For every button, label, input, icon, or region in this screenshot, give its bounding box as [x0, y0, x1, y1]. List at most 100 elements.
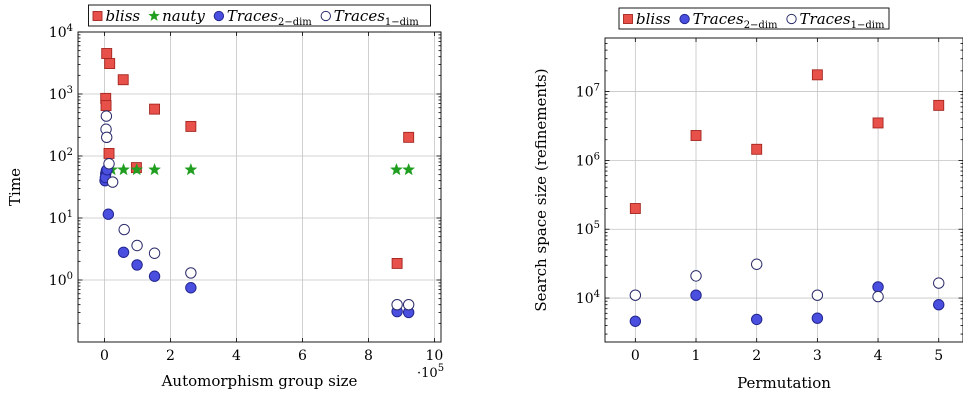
- plot-frame: [604, 37, 963, 343]
- data-point: [402, 298, 415, 311]
- data-point: [872, 281, 884, 293]
- y-tick-label: 104: [576, 289, 600, 307]
- legend-marker: [786, 13, 797, 25]
- data-point: [629, 203, 641, 214]
- x-tick-label: 2: [752, 348, 761, 364]
- x-axis-label: Permutation: [737, 374, 831, 392]
- data-point: [131, 239, 143, 252]
- data-point: [751, 143, 763, 155]
- legend-marker: [679, 13, 690, 25]
- data-point: [690, 270, 702, 282]
- grid-lines: [78, 31, 441, 342]
- data-point: [933, 277, 945, 289]
- data-point: [148, 247, 161, 259]
- data-point: [104, 58, 116, 69]
- data-point: [390, 162, 403, 176]
- data-point: [149, 103, 161, 115]
- data-point: [148, 162, 162, 176]
- data-point: [185, 267, 197, 279]
- data-point: [103, 147, 115, 159]
- x-axis-label: Automorphism group size: [161, 372, 358, 390]
- x-tick-label: 0: [631, 348, 640, 364]
- y-tick-label: 107: [576, 83, 600, 101]
- y-tick-label: 106: [576, 151, 600, 169]
- data-point: [629, 289, 642, 301]
- legend-marker: [92, 11, 103, 21]
- y-tick-label: 100: [49, 271, 73, 289]
- data-point: [750, 313, 763, 326]
- data-point: [811, 69, 823, 81]
- x-tick-label: 8: [364, 348, 373, 364]
- data-point: [690, 130, 702, 141]
- data-point: [101, 48, 113, 59]
- y-tick-label: 104: [49, 23, 73, 41]
- legend-entry: Traces1−dim: [800, 10, 885, 31]
- series-traces2: [99, 164, 415, 319]
- series-bliss: [100, 48, 415, 269]
- series-traces2: [629, 281, 945, 327]
- legend-marker: [213, 10, 225, 22]
- data-point: [811, 289, 824, 301]
- legend-marker: [320, 10, 331, 22]
- x-axis-multiplier: ·105: [417, 363, 444, 381]
- x-tick-label: 4: [874, 348, 883, 364]
- data-point: [102, 208, 115, 220]
- y-axis-label: Search space size (refinements): [532, 68, 550, 311]
- data-point: [117, 162, 130, 176]
- series-traces1: [100, 110, 415, 311]
- y-tick-label: 105: [576, 220, 600, 238]
- legend-entry: Traces1−dim: [334, 7, 419, 28]
- legend: bliss Traces2−dim Traces1−dim: [618, 7, 890, 31]
- y-tick-label: 102: [49, 147, 73, 165]
- x-tick-label: 4: [232, 348, 241, 364]
- data-point: [118, 223, 130, 236]
- data-point: [106, 176, 119, 188]
- y-tick-label: 101: [49, 209, 73, 227]
- data-point: [933, 99, 945, 111]
- data-point: [100, 110, 113, 122]
- data-point: [403, 131, 415, 143]
- data-point: [103, 158, 115, 170]
- x-tick-label: 5: [934, 348, 943, 364]
- data-point: [185, 120, 197, 132]
- x-tick-label: 0: [100, 348, 109, 364]
- legend-entry: bliss: [636, 10, 671, 28]
- data-point: [391, 298, 403, 311]
- x-tick-label: 1: [692, 348, 701, 364]
- data-point: [185, 282, 197, 294]
- legend: bliss nauty Traces2−dim Traces1−dim: [88, 4, 431, 28]
- legend-marker: [623, 14, 633, 24]
- data-point: [402, 162, 416, 176]
- legend-entry: nauty: [162, 7, 205, 25]
- data-point: [750, 258, 763, 270]
- data-point: [872, 117, 884, 129]
- data-point: [148, 270, 161, 282]
- x-tick-label: 2: [166, 348, 175, 364]
- legend-entry: Traces2−dim: [693, 10, 778, 31]
- y-tick-label: 103: [49, 85, 73, 103]
- data-point: [811, 312, 824, 324]
- data-point: [117, 74, 129, 86]
- data-point: [184, 162, 198, 176]
- y-axis-label: Time: [6, 168, 24, 206]
- data-point: [629, 315, 642, 327]
- series-bliss: [629, 69, 945, 214]
- x-tick-label: 6: [298, 348, 307, 364]
- data-point: [391, 257, 403, 269]
- series-traces1: [629, 258, 945, 303]
- x-tick-label: 3: [813, 348, 822, 364]
- grid-lines: [605, 38, 963, 342]
- chart-1: 0 2 4 6 8 10 100 101 102 103 104 Time Automorphism g…: [6, 4, 444, 390]
- legend-box: [88, 4, 431, 27]
- data-point: [117, 246, 130, 258]
- legend-entry: bliss: [106, 7, 141, 25]
- plot-frame: [77, 31, 442, 343]
- legend-entry: Traces2−dim: [227, 7, 312, 28]
- data-point: [130, 162, 144, 176]
- chart-2: 0 1 2 3 4 5 104 105 106 107 Search space size (ref…: [532, 7, 963, 392]
- data-point: [101, 131, 113, 144]
- data-point: [131, 259, 143, 271]
- data-point: [690, 289, 702, 301]
- x-tick-label: 10: [425, 348, 443, 364]
